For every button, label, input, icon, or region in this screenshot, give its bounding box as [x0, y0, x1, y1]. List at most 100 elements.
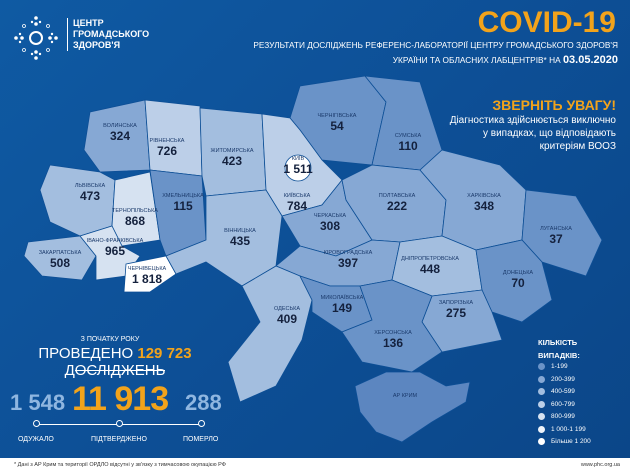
region-name: ЛЬВІВСЬКА: [75, 183, 106, 189]
region-name: ХМЕЛЬНИЦЬКА: [162, 193, 204, 199]
region-shape[interactable]: [227, 265, 313, 403]
region-name: ОДЕСЬКА: [274, 306, 300, 312]
legend-item: 400-599: [538, 388, 575, 395]
legend-item: 1 000-1 199: [538, 425, 586, 433]
date: 03.05.2020: [562, 54, 618, 66]
region-value: 149: [332, 301, 352, 315]
region-value: 54: [330, 119, 344, 133]
deaths-label: ПОМЕРЛО: [183, 436, 219, 443]
subtitle: РЕЗУЛЬТАТИ ДОСЛІДЖЕНЬ РЕФЕРЕНС-ЛАБОРАТОР…: [253, 40, 618, 50]
region-value: 473: [80, 189, 100, 203]
logo-line: ЦЕНТР: [73, 18, 104, 28]
region-value: 448: [420, 262, 440, 276]
region-name: ДНІПРОПЕТРОВСЬКА: [401, 256, 459, 262]
legend-label: 1 000-1 199: [551, 425, 586, 433]
region-value: 726: [157, 144, 177, 158]
region-name: ЧЕРНІГІВСЬКА: [318, 113, 357, 119]
legend-item: 600-799: [538, 400, 575, 408]
region-value: 508: [50, 256, 70, 270]
region-name: АР КРИМ: [393, 393, 418, 399]
region-value: 409: [277, 312, 297, 326]
region-value: 423: [222, 154, 242, 168]
divider: [75, 370, 165, 371]
legend-label: 1-199: [551, 363, 568, 370]
region-shape[interactable]: [354, 371, 471, 443]
logo-line: ЗДОРОВ'Я: [73, 40, 121, 50]
tests-total: ПРОВЕДЕНО 129 723 ДОСЛІДЖЕНЬ: [0, 345, 230, 379]
legend-label: 400-599: [551, 388, 575, 395]
legend-label: 200-399: [551, 375, 575, 383]
region-name: КИЇВСЬКА: [284, 192, 311, 199]
region-name: ЛУГАНСЬКА: [540, 226, 572, 232]
region-name: ВІННИЦЬКА: [224, 228, 256, 234]
region-name: ЖИТОМИРСЬКА: [210, 148, 253, 154]
timeline-dot: [198, 420, 205, 427]
footer: * Дані з АР Крим та території ОРДЛО відс…: [0, 458, 630, 473]
region-name: ЗАКАРПАТСЬКА: [39, 250, 82, 256]
legend-item: 1-199: [538, 363, 568, 370]
region-name: ЧЕРКАСЬКА: [314, 213, 347, 219]
legend-title: КІЛЬКІСТЬ ВИПАДКІВ:: [538, 338, 580, 360]
legend-swatch: [538, 363, 545, 370]
region-name: СУМСЬКА: [395, 133, 422, 139]
region-value: 435: [230, 234, 250, 248]
confirmed-label: ПІДТВЕРДЖЕНО: [91, 436, 147, 443]
legend-item: Більше 1 200: [538, 438, 591, 445]
region-value: 275: [446, 306, 466, 320]
logo: [12, 14, 60, 67]
region-name: ХЕРСОНСЬКА: [374, 330, 412, 336]
notice-body: Діагностика здійснюється виключно у випа…: [449, 115, 616, 152]
region-name: ДОНЕЦЬКА: [503, 270, 534, 276]
recovered-label: ОДУЖАЛО: [18, 436, 54, 443]
region-shape[interactable]: [123, 255, 177, 293]
region-value: 324: [110, 129, 130, 143]
logo-text: ЦЕНТР ГРОМАДСЬКОГО ЗДОРОВ'Я: [67, 18, 149, 51]
region-name: ІВАНО-ФРАНКІВСЬКА: [87, 238, 144, 244]
region-name: КИЇВ: [292, 155, 305, 162]
region-shape[interactable]: [83, 99, 151, 173]
tests-prefix: ПРОВЕДЕНО: [38, 345, 134, 362]
legend-label: 600-799: [551, 400, 575, 408]
footnote: * Дані з АР Крим та території ОРДЛО відс…: [14, 462, 226, 468]
region-shape[interactable]: [341, 279, 443, 373]
region-name: ЗАПОРІЗЬКА: [439, 300, 473, 306]
since-label: З ПОЧАТКУ РОКУ: [80, 336, 140, 343]
region-shape[interactable]: [165, 189, 283, 287]
region-value: 110: [398, 139, 418, 153]
subtitle-2: УКРАЇНИ ТА ОБЛАСНИХ ЛАБЦЕНТРІВ* НА 03.05…: [393, 54, 618, 66]
legend-swatch: [538, 425, 545, 433]
recovered-count: 1 548: [10, 390, 66, 415]
logo-line: ГРОМАДСЬКОГО: [73, 29, 150, 39]
region-value: 784: [287, 199, 307, 213]
deaths-count: 288: [185, 390, 222, 415]
legend-label: 800-999: [551, 413, 575, 420]
region-value: 136: [383, 336, 403, 350]
region-value: 1 511: [283, 162, 313, 176]
legend-swatch: [538, 413, 545, 420]
region-shape[interactable]: [39, 164, 116, 237]
region-shape[interactable]: [284, 154, 312, 182]
legend-swatch: [538, 438, 545, 445]
region-value: 70: [511, 276, 525, 290]
legend-item: 800-999: [538, 413, 575, 420]
region-value: 965: [105, 244, 125, 258]
region-value: 868: [125, 214, 145, 228]
region-shape[interactable]: [111, 171, 161, 247]
subtitle-text: УКРАЇНИ ТА ОБЛАСНИХ ЛАБЦЕНТРІВ* НА: [392, 55, 561, 65]
region-value: 308: [320, 219, 340, 233]
website-link[interactable]: www.phc.org.ua: [580, 462, 620, 468]
legend-swatch: [538, 375, 545, 383]
region-name: ТЕРНОПІЛЬСЬКА: [112, 208, 158, 214]
legend-swatch: [538, 400, 545, 408]
region-value: 115: [173, 199, 193, 213]
region-value: 397: [338, 256, 358, 270]
timeline-dot: [33, 420, 40, 427]
region-value: 1 818: [132, 272, 162, 286]
logo-icon: [14, 16, 58, 60]
tests-value: 129 723: [137, 345, 192, 362]
timeline-dot: [116, 420, 123, 427]
region-name: ВОЛИНСЬКА: [103, 123, 137, 129]
notice-title: ЗВЕРНІТЬ УВАГУ!: [492, 97, 616, 113]
region-value: 37: [549, 232, 563, 246]
